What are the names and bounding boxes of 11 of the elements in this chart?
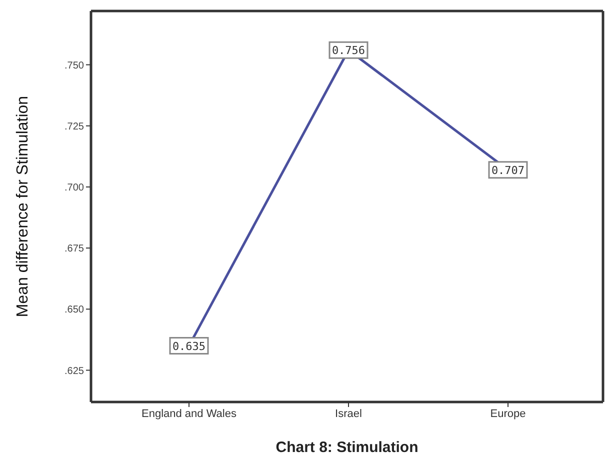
x-tick-label: Israel bbox=[335, 408, 362, 420]
x-tick-label: England and Wales bbox=[142, 408, 237, 420]
y-tick-label: .750 bbox=[64, 60, 84, 72]
y-tick-label: .675 bbox=[64, 244, 84, 255]
y-tick-label: .725 bbox=[64, 121, 84, 132]
y-tick-label: .700 bbox=[64, 182, 84, 194]
x-tick-label: Europe bbox=[490, 408, 526, 420]
x-axis-title: Chart 8: Stimulation bbox=[276, 439, 418, 456]
y-tick-label: .650 bbox=[64, 304, 84, 316]
y-axis-title: Mean difference for Stimulation bbox=[14, 96, 32, 318]
y-tick-label: .625 bbox=[64, 366, 84, 377]
